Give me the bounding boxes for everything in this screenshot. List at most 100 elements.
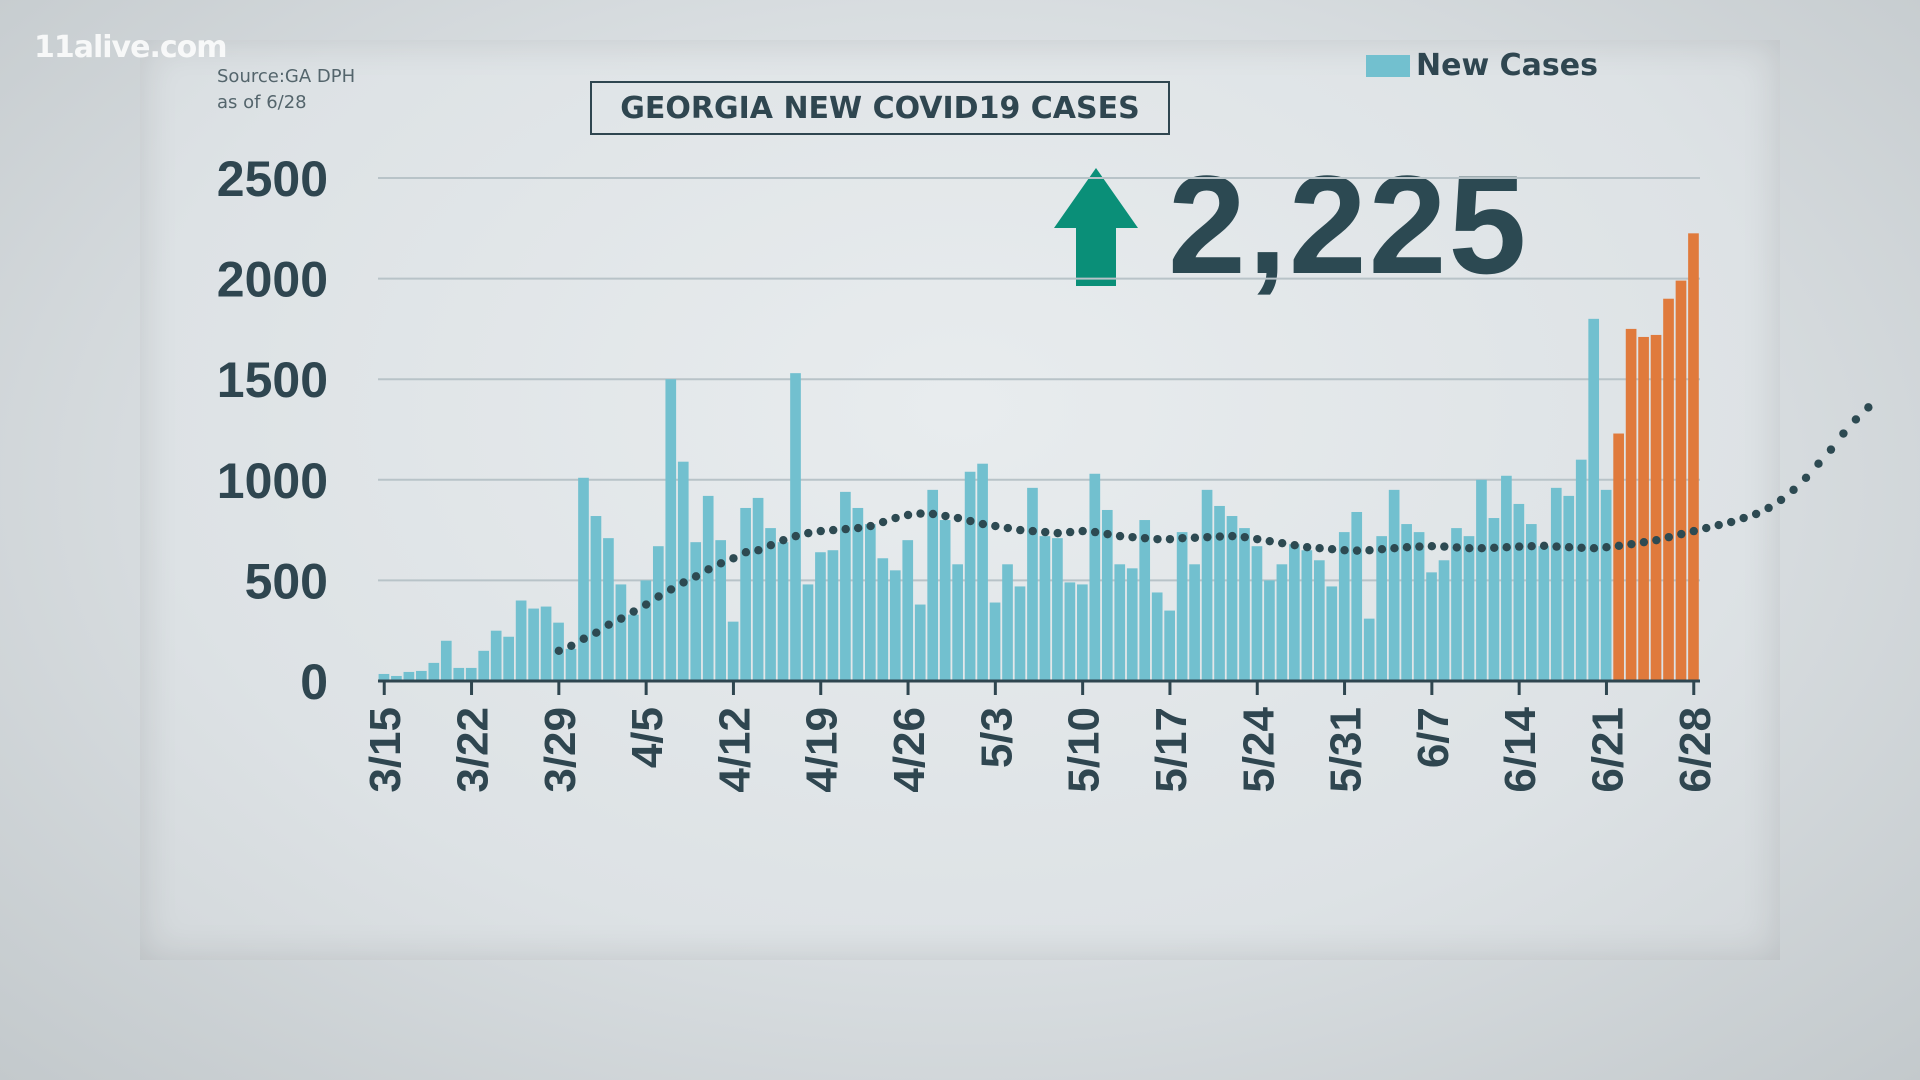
bar bbox=[1600, 489, 1612, 681]
bar bbox=[1002, 564, 1013, 681]
legend-label: New Cases bbox=[1416, 48, 1598, 83]
trend-dot bbox=[791, 531, 801, 541]
bar bbox=[1039, 536, 1051, 681]
bar bbox=[1563, 495, 1575, 681]
trend-dot bbox=[1589, 544, 1599, 553]
trend-dot bbox=[1128, 532, 1137, 542]
bar bbox=[1588, 318, 1600, 681]
as-of-line: as of 6/28 bbox=[217, 92, 307, 113]
trend-dot bbox=[579, 634, 588, 643]
trend-dot bbox=[928, 509, 938, 519]
bar bbox=[1064, 582, 1076, 681]
trend-dot bbox=[1864, 403, 1873, 412]
trend-dot bbox=[1677, 529, 1686, 539]
trend-dot bbox=[1215, 532, 1225, 541]
bar bbox=[889, 570, 901, 681]
trend-dot bbox=[1452, 543, 1462, 552]
trend-dot bbox=[1315, 544, 1324, 553]
trend-dot bbox=[1514, 542, 1524, 551]
y-tick-label: 2500 bbox=[217, 151, 328, 207]
bar bbox=[952, 564, 963, 681]
bar bbox=[1089, 473, 1101, 681]
y-tick-label: 0 bbox=[300, 654, 328, 710]
trend-dot bbox=[941, 511, 950, 521]
bar bbox=[740, 507, 751, 681]
chart-title: GEORGIA NEW COVID19 CASES bbox=[620, 90, 1140, 126]
x-tick-label: 6/28 bbox=[1671, 707, 1720, 793]
bar bbox=[1438, 560, 1450, 681]
trend-dot bbox=[654, 592, 663, 601]
y-tick-label: 1500 bbox=[217, 352, 328, 408]
bar bbox=[1638, 336, 1649, 681]
bar bbox=[1501, 475, 1512, 681]
trend-dot bbox=[567, 641, 576, 650]
bar bbox=[1463, 536, 1475, 681]
trend-dot bbox=[1502, 543, 1511, 552]
legend: New Cases bbox=[1366, 48, 1598, 83]
x-tick-label: 4/26 bbox=[885, 707, 934, 793]
bar bbox=[465, 667, 477, 681]
bar bbox=[603, 538, 614, 681]
bar bbox=[503, 636, 514, 681]
trend-dot bbox=[1140, 533, 1150, 543]
trend-dot bbox=[1789, 485, 1798, 495]
bar bbox=[1239, 528, 1250, 681]
bar bbox=[827, 550, 839, 681]
station-logo: 11alive.com bbox=[34, 30, 228, 65]
trend-dot bbox=[978, 519, 988, 529]
trend-dot bbox=[704, 565, 713, 574]
bar bbox=[1688, 233, 1699, 681]
trend-dot bbox=[1365, 546, 1374, 555]
bar bbox=[1126, 568, 1138, 681]
trend-dot bbox=[1415, 542, 1424, 551]
trend-dot bbox=[1302, 543, 1312, 552]
bar bbox=[1176, 532, 1188, 681]
chart-title-box: GEORGIA NEW COVID19 CASES bbox=[590, 81, 1170, 135]
trend-dot bbox=[1340, 546, 1349, 555]
bar bbox=[1052, 538, 1063, 681]
y-tick-label: 500 bbox=[245, 553, 328, 609]
source-note: Source:GA DPH as of 6/28 bbox=[217, 64, 355, 116]
bar bbox=[1214, 505, 1225, 681]
bar bbox=[1488, 518, 1500, 681]
trend-dot bbox=[1290, 540, 1299, 550]
bar bbox=[440, 640, 452, 681]
trend-dot bbox=[1739, 513, 1748, 523]
trend-dot bbox=[1041, 527, 1050, 537]
trend-dot bbox=[829, 525, 838, 535]
bar bbox=[802, 584, 814, 681]
trend-dot bbox=[616, 614, 626, 623]
x-tick-label: 3/29 bbox=[536, 707, 585, 793]
bar bbox=[852, 507, 864, 681]
trend-dot bbox=[1577, 543, 1586, 553]
bar bbox=[1663, 298, 1674, 681]
trend-dot bbox=[1003, 523, 1013, 533]
trend-dot bbox=[1776, 495, 1786, 505]
trend-dot bbox=[1103, 529, 1112, 539]
y-tick-label: 2000 bbox=[217, 252, 328, 308]
trend-dot bbox=[1652, 535, 1661, 545]
bar bbox=[1326, 586, 1338, 681]
trend-dot bbox=[1178, 533, 1187, 543]
bar bbox=[840, 491, 851, 681]
bar bbox=[403, 671, 415, 681]
bar bbox=[1550, 487, 1562, 681]
bar bbox=[1027, 487, 1038, 681]
trend-dot bbox=[716, 559, 726, 568]
bar bbox=[927, 489, 939, 681]
trend-dot bbox=[679, 578, 688, 587]
legend-swatch bbox=[1366, 54, 1410, 77]
x-tick-label: 5/31 bbox=[1322, 707, 1371, 793]
bar bbox=[1413, 532, 1425, 681]
trend-dot bbox=[891, 513, 900, 523]
bar bbox=[727, 621, 739, 681]
bar bbox=[640, 580, 652, 681]
trend-dot bbox=[1751, 509, 1761, 519]
trend-dot bbox=[1065, 527, 1075, 537]
trend-dot bbox=[1726, 517, 1736, 527]
source-line: Source:GA DPH bbox=[217, 66, 356, 87]
bar bbox=[1101, 509, 1113, 681]
trend-dot bbox=[1477, 544, 1486, 553]
bar bbox=[1575, 459, 1587, 681]
bar bbox=[1289, 544, 1300, 681]
